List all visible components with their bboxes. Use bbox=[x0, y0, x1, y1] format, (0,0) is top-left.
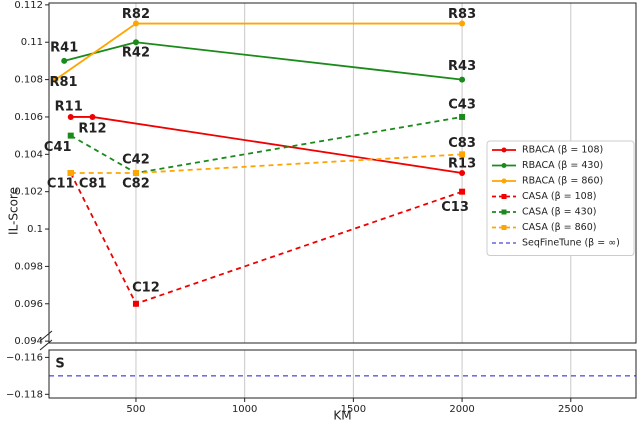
y-tick-label: 0.11 bbox=[21, 37, 43, 48]
legend-label: RBACA (β = 108) bbox=[522, 145, 603, 156]
point-label: R42 bbox=[122, 46, 150, 61]
axis-break bbox=[39, 339, 53, 351]
y-tick-label: 0.102 bbox=[14, 187, 43, 198]
point-label: R82 bbox=[122, 7, 150, 22]
y-tick-label: −0.118 bbox=[6, 389, 43, 400]
legend-label: RBACA (β = 860) bbox=[522, 176, 603, 187]
point-label: R12 bbox=[78, 121, 106, 136]
point bbox=[132, 39, 139, 46]
point bbox=[132, 20, 139, 27]
legend-marker bbox=[501, 194, 507, 199]
x-tick-label: 2000 bbox=[449, 404, 474, 415]
axis-break bbox=[39, 330, 53, 342]
legend-label: SeqFineTune (β = ∞) bbox=[522, 238, 620, 249]
x-tick-label: 1500 bbox=[341, 404, 366, 415]
y-tick-label: 0.106 bbox=[14, 112, 43, 123]
x-axis-label: KM bbox=[333, 409, 351, 423]
point bbox=[67, 132, 74, 139]
x-tick-label: 2500 bbox=[558, 404, 583, 415]
legend-label: CASA (β = 430) bbox=[522, 207, 596, 218]
y-tick-label: 0.098 bbox=[14, 261, 43, 272]
point bbox=[89, 113, 96, 120]
y-tick-label: 0.1 bbox=[27, 224, 43, 235]
x-tick-label: 500 bbox=[126, 404, 145, 415]
legend-marker bbox=[501, 178, 507, 184]
point-label: R43 bbox=[448, 59, 476, 74]
y-tick-label: 0.112 bbox=[14, 0, 43, 11]
y-tick-label: 0.096 bbox=[14, 299, 43, 310]
point bbox=[132, 300, 139, 307]
point bbox=[132, 170, 139, 176]
y-axis-label: IL-Score bbox=[7, 187, 21, 235]
series-line bbox=[55, 22, 463, 81]
y-tick-label: 0.094 bbox=[14, 336, 43, 347]
point-label: C81 bbox=[79, 177, 107, 192]
point bbox=[67, 170, 74, 176]
plot-frame bbox=[48, 349, 637, 399]
plot-frame bbox=[48, 2, 637, 344]
y-tick-label: −0.116 bbox=[6, 352, 43, 363]
point bbox=[459, 170, 466, 176]
point-label: R41 bbox=[50, 40, 78, 55]
x-tick-label: 1000 bbox=[232, 404, 257, 415]
legend-label: CASA (β = 108) bbox=[522, 191, 596, 202]
point-label: C11 bbox=[47, 177, 75, 192]
point-label: C83 bbox=[448, 136, 476, 151]
point-label: R83 bbox=[448, 7, 476, 22]
y-tick-label: 0.104 bbox=[14, 149, 43, 160]
point bbox=[459, 113, 466, 120]
point-label: C43 bbox=[448, 97, 476, 112]
legend-marker bbox=[501, 163, 507, 168]
point bbox=[61, 57, 68, 64]
legend-label: RBACA (β = 430) bbox=[522, 160, 603, 171]
series-line bbox=[69, 172, 463, 305]
point bbox=[52, 76, 59, 83]
legend-marker bbox=[501, 209, 507, 215]
point bbox=[459, 188, 466, 195]
legend-marker bbox=[501, 147, 507, 153]
point-label: R13 bbox=[448, 157, 476, 172]
point bbox=[459, 20, 466, 27]
point-label: S bbox=[55, 356, 64, 371]
point bbox=[459, 151, 466, 158]
point-label: R11 bbox=[55, 99, 83, 114]
point bbox=[67, 113, 74, 120]
point bbox=[459, 76, 466, 83]
legend-label: CASA (β = 860) bbox=[522, 222, 596, 233]
point-label: C12 bbox=[132, 280, 160, 295]
point-label: C13 bbox=[441, 200, 469, 215]
point-label: R81 bbox=[49, 75, 77, 90]
legend-box bbox=[486, 140, 635, 256]
y-tick-label: 0.108 bbox=[14, 75, 43, 86]
legend-marker bbox=[501, 225, 507, 230]
point-label: C82 bbox=[122, 177, 150, 192]
point-label: C41 bbox=[44, 140, 72, 155]
point-label: C42 bbox=[122, 153, 150, 168]
